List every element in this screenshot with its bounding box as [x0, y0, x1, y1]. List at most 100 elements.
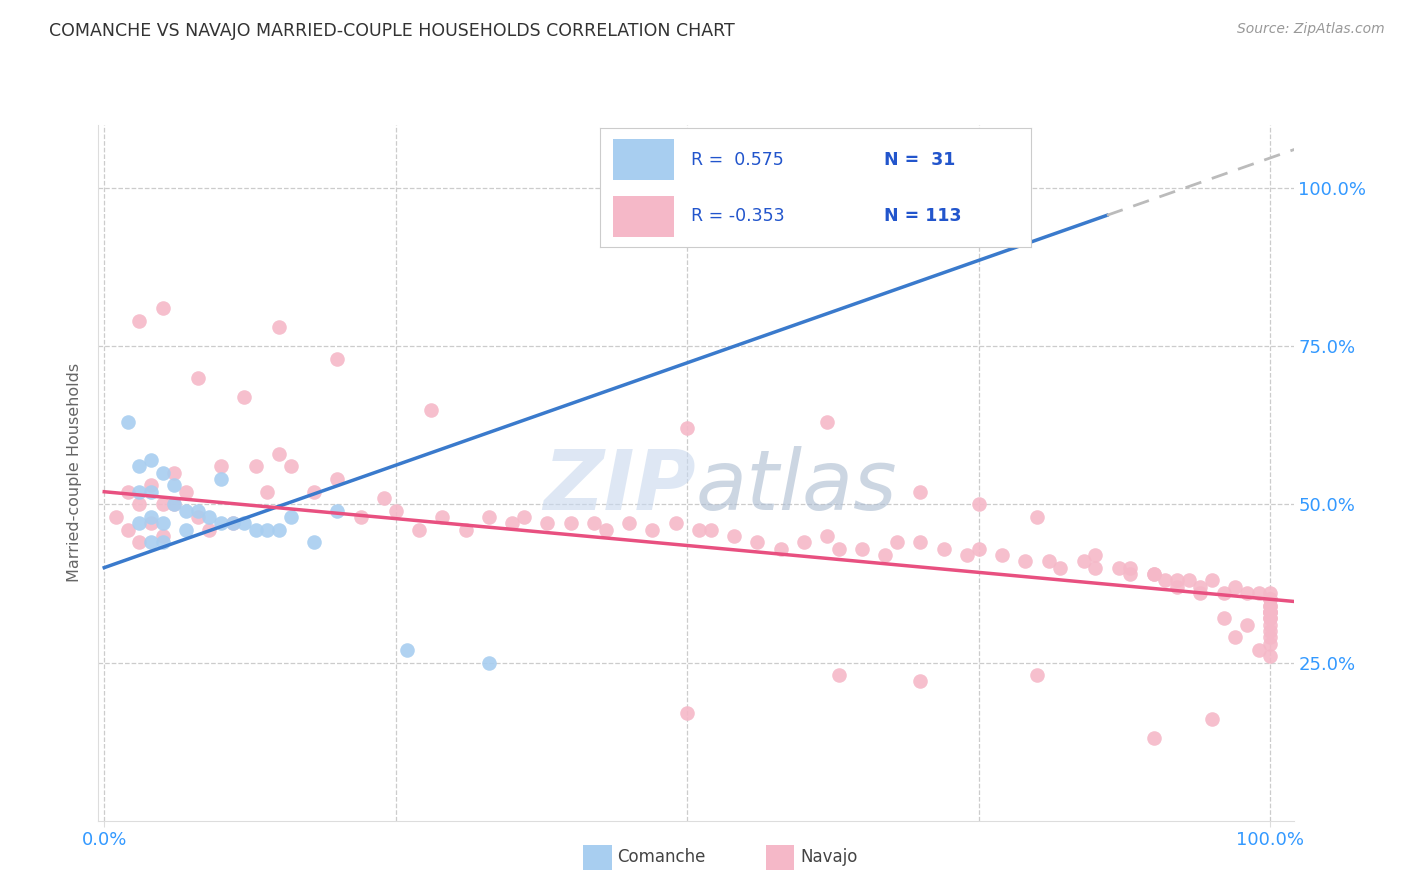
Point	[1258, 611, 1281, 625]
Point	[676, 706, 699, 720]
Point	[233, 516, 256, 531]
Text: atlas: atlas	[696, 446, 897, 527]
Point	[1247, 643, 1270, 657]
Point	[886, 535, 908, 549]
Point	[186, 504, 208, 518]
Text: N =  31: N = 31	[884, 152, 956, 169]
Text: Navajo: Navajo	[800, 848, 858, 866]
Point	[1212, 611, 1234, 625]
Point	[245, 459, 267, 474]
Point	[256, 523, 278, 537]
Point	[828, 668, 851, 682]
Point	[117, 523, 139, 537]
Point	[139, 516, 162, 531]
Point	[269, 447, 291, 461]
Point	[1049, 560, 1071, 574]
Point	[1084, 560, 1107, 574]
Point	[209, 516, 232, 531]
Point	[221, 516, 243, 531]
Point	[1119, 560, 1142, 574]
Point	[1236, 617, 1258, 632]
Point	[828, 541, 851, 556]
Point	[1177, 574, 1199, 588]
Point	[1154, 574, 1177, 588]
Point	[163, 497, 186, 511]
Point	[432, 510, 454, 524]
Point	[1258, 636, 1281, 650]
Point	[676, 421, 699, 435]
Point	[198, 523, 221, 537]
Point	[536, 516, 558, 531]
Point	[163, 478, 186, 492]
Point	[1166, 580, 1188, 594]
Point	[350, 510, 373, 524]
Point	[373, 491, 395, 505]
Point	[139, 453, 162, 467]
Point	[932, 212, 955, 227]
Point	[851, 541, 873, 556]
Point	[1258, 624, 1281, 638]
Point	[595, 523, 617, 537]
Point	[699, 523, 721, 537]
Point	[302, 484, 325, 499]
Text: R = -0.353: R = -0.353	[690, 207, 785, 225]
Point	[163, 497, 186, 511]
Point	[174, 504, 197, 518]
Point	[1201, 713, 1223, 727]
Point	[1258, 586, 1281, 600]
Point	[1142, 566, 1164, 581]
Point	[501, 516, 523, 531]
Point	[198, 510, 221, 524]
Point	[1258, 605, 1281, 619]
Point	[1038, 554, 1060, 568]
Point	[139, 484, 162, 499]
Text: N = 113: N = 113	[884, 207, 962, 225]
Point	[747, 535, 769, 549]
Point	[1108, 560, 1130, 574]
Point	[326, 351, 349, 366]
Point	[326, 472, 349, 486]
Point	[1236, 586, 1258, 600]
Point	[269, 523, 291, 537]
FancyBboxPatch shape	[613, 195, 673, 237]
Point	[1225, 580, 1247, 594]
Point	[152, 535, 174, 549]
Point	[956, 548, 979, 562]
Point	[815, 415, 838, 429]
Point	[186, 371, 208, 385]
Point	[128, 484, 150, 499]
Point	[1201, 574, 1223, 588]
Point	[152, 466, 174, 480]
Point	[967, 541, 990, 556]
Text: ZIP: ZIP	[543, 446, 696, 527]
Point	[152, 516, 174, 531]
Point	[117, 415, 139, 429]
Point	[163, 466, 186, 480]
Point	[815, 529, 838, 543]
Point	[139, 535, 162, 549]
Text: Comanche: Comanche	[617, 848, 706, 866]
Y-axis label: Married-couple Households: Married-couple Households	[67, 363, 83, 582]
Point	[1258, 592, 1281, 607]
Point	[1142, 731, 1164, 746]
Point	[967, 497, 990, 511]
Point	[1084, 548, 1107, 562]
Point	[209, 459, 232, 474]
Point	[1073, 554, 1095, 568]
Point	[513, 510, 536, 524]
Point	[1189, 586, 1212, 600]
Point	[617, 516, 640, 531]
Point	[408, 523, 430, 537]
Point	[139, 478, 162, 492]
Point	[221, 516, 243, 531]
Point	[1014, 554, 1036, 568]
Point	[280, 459, 302, 474]
Point	[1258, 605, 1281, 619]
Point	[910, 484, 932, 499]
Text: R =  0.575: R = 0.575	[690, 152, 783, 169]
Point	[174, 484, 197, 499]
Point	[454, 523, 477, 537]
Point	[641, 523, 664, 537]
Point	[991, 548, 1014, 562]
Point	[174, 523, 197, 537]
